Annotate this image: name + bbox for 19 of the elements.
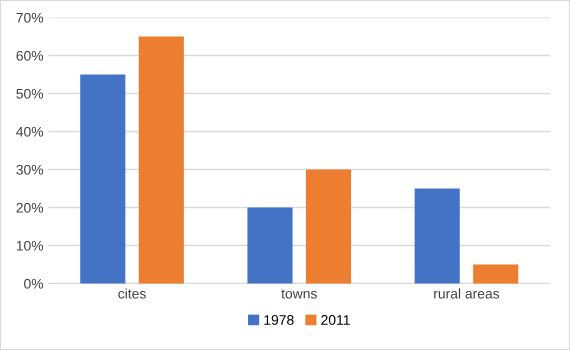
bar [473, 264, 518, 284]
y-tick-label: 70% [16, 12, 44, 23]
bar [138, 36, 184, 284]
x-tick-label: rural areas [434, 288, 500, 299]
y-tick-label: 40% [16, 126, 44, 137]
y-tick-label: 60% [16, 50, 44, 61]
bar [306, 170, 352, 284]
y-tick-label: 50% [16, 88, 44, 99]
legend-label: 2011 [321, 315, 350, 325]
bar [80, 74, 126, 284]
x-tick-label: cites [118, 288, 146, 299]
y-tick-label: 30% [16, 164, 44, 175]
legend-label: 1978 [264, 315, 294, 325]
x-tick-label: towns [281, 289, 317, 299]
y-tick-label: 0% [24, 278, 44, 289]
bar [414, 188, 460, 284]
y-tick-label: 20% [16, 202, 44, 213]
y-tick-label: 10% [16, 240, 44, 251]
bar [247, 208, 293, 284]
